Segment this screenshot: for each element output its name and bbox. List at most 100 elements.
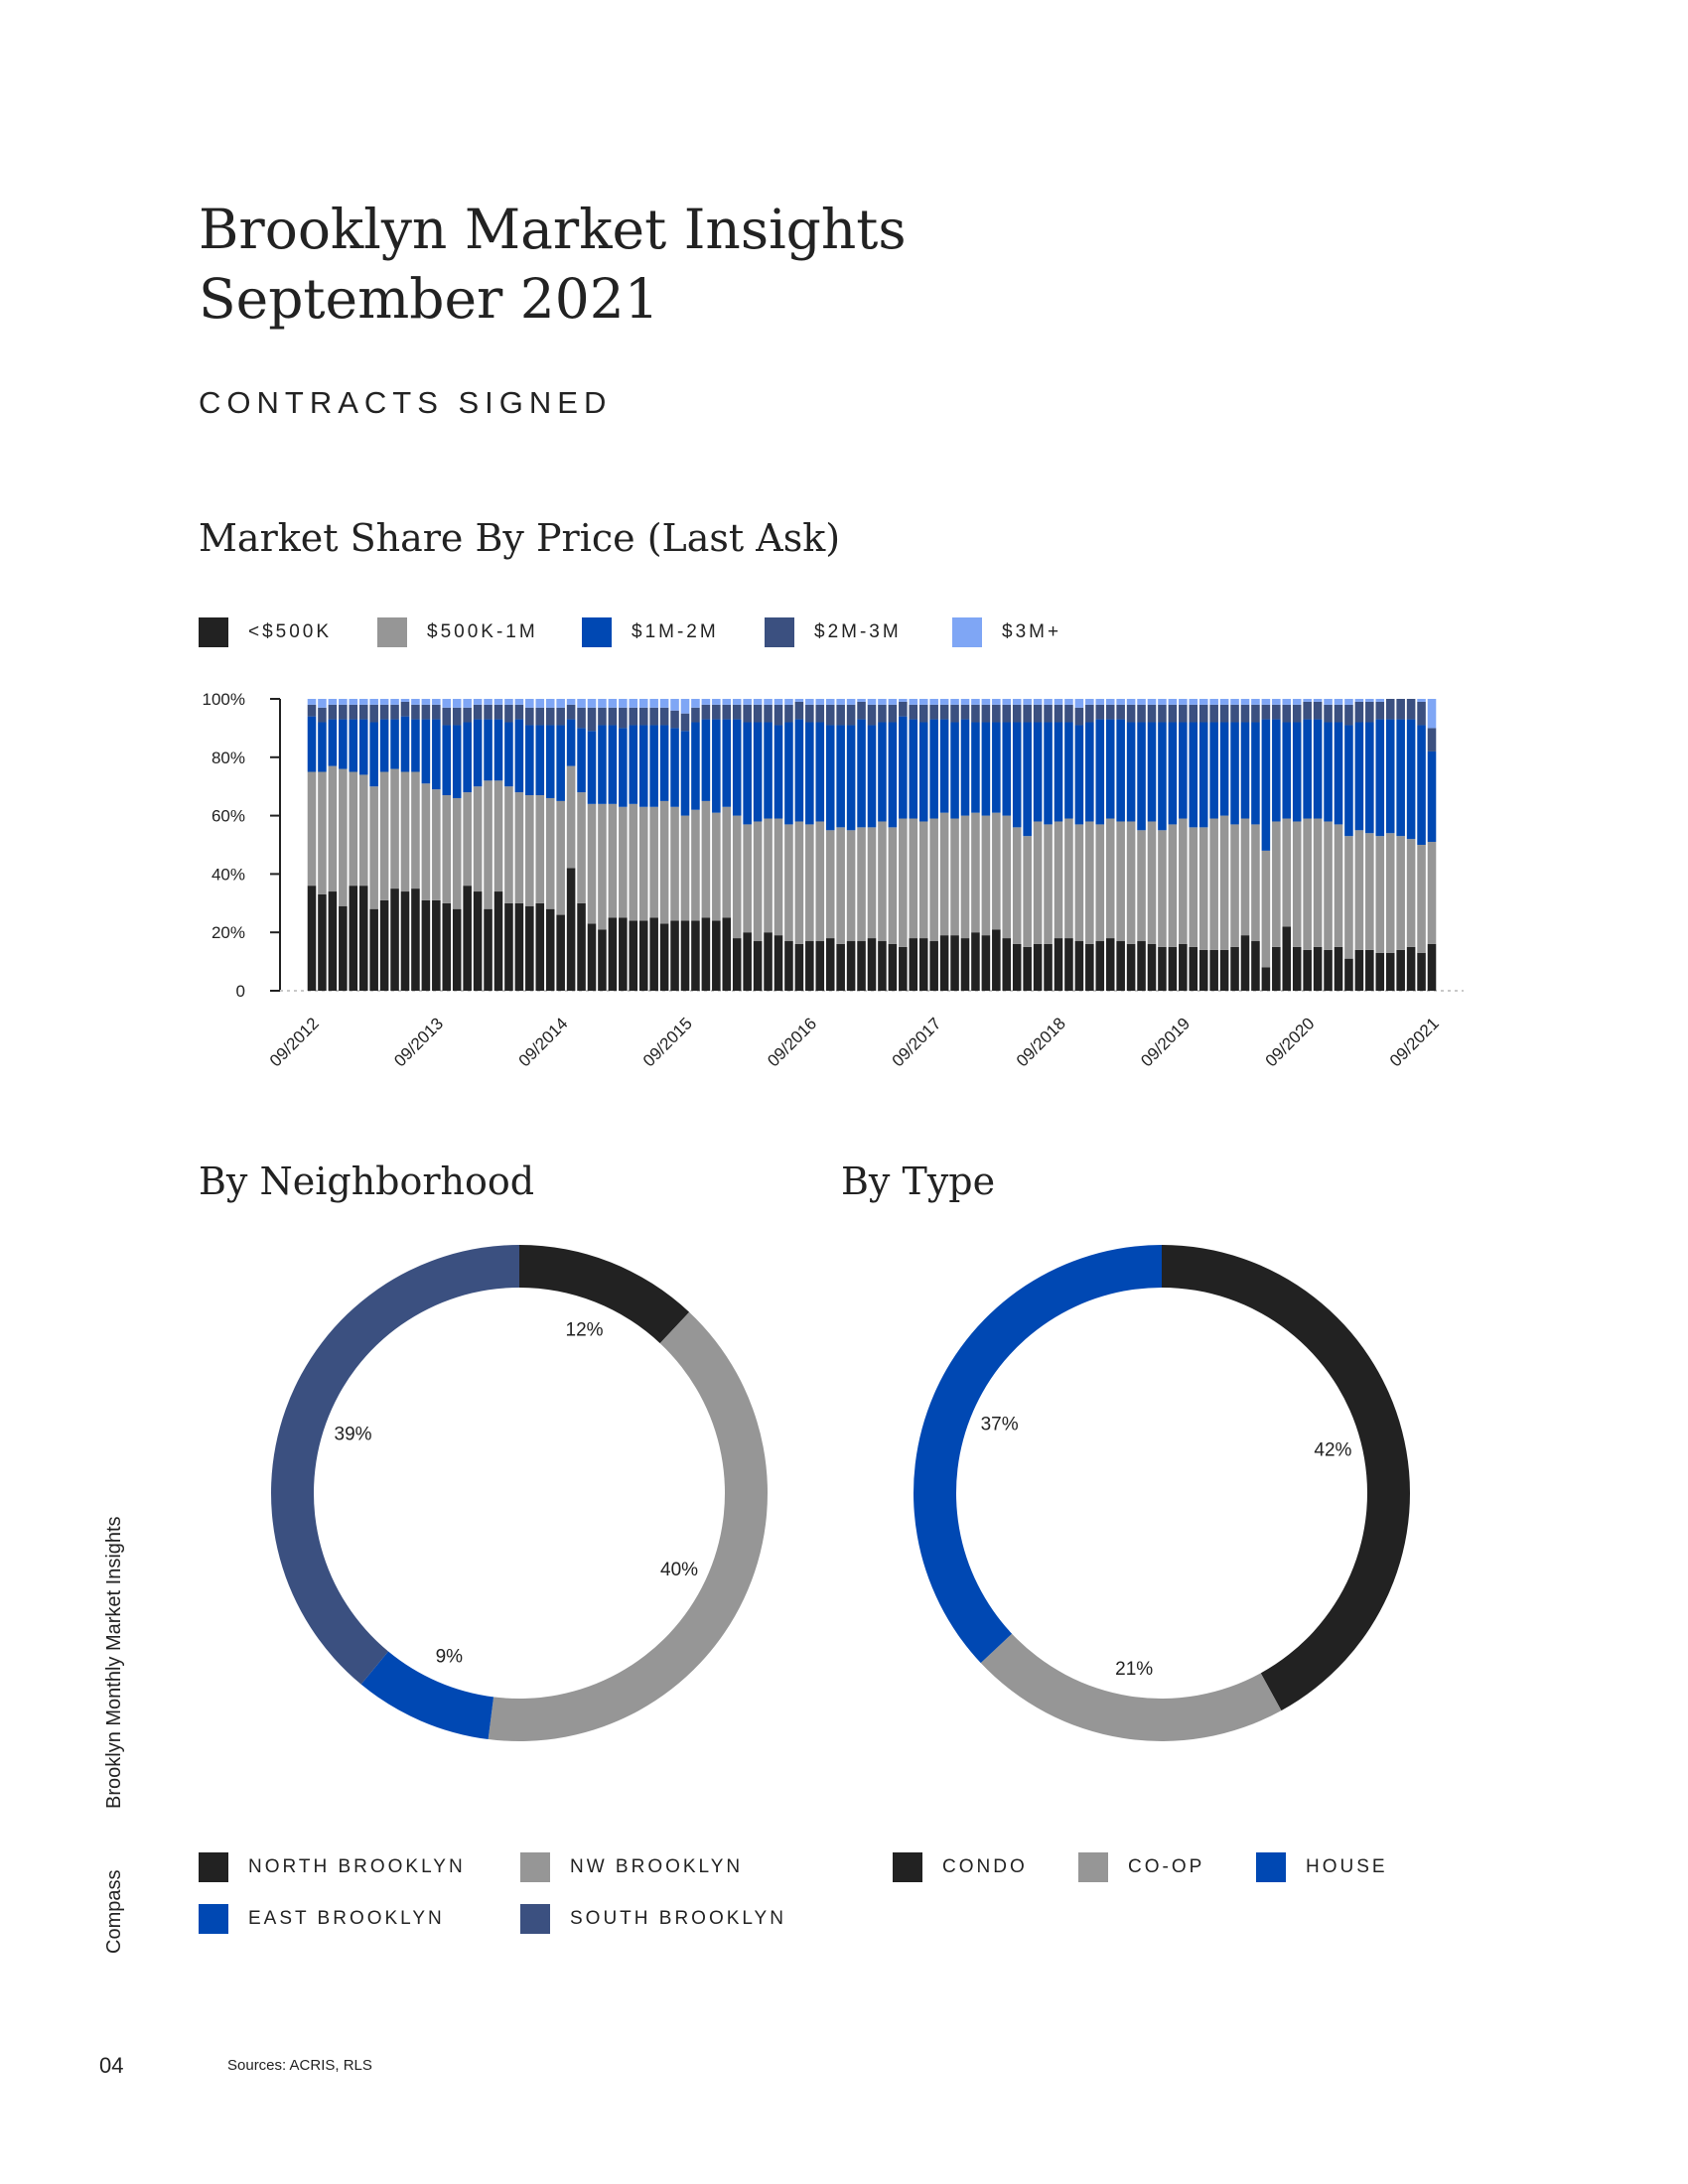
bar-segment xyxy=(857,701,866,720)
bar-segment xyxy=(1261,699,1271,705)
bar-segment xyxy=(1074,707,1084,726)
bar-segment xyxy=(950,722,959,819)
bar-segment xyxy=(307,886,317,991)
bar-segment xyxy=(1064,722,1073,819)
bar-segment xyxy=(1064,699,1073,705)
bar-segment xyxy=(545,908,555,991)
bar-segment xyxy=(712,699,721,705)
bar-segment xyxy=(1033,821,1043,944)
bar-segment xyxy=(525,707,534,726)
bar-segment xyxy=(369,699,378,705)
bar-segment xyxy=(1012,943,1022,991)
bar-segment xyxy=(764,818,773,933)
bar-segment xyxy=(1292,704,1302,723)
bar-segment xyxy=(421,699,431,705)
bar-segment xyxy=(493,704,503,720)
bar-segment xyxy=(1313,946,1323,991)
bar-segment xyxy=(339,719,348,769)
legend-swatch xyxy=(199,617,228,647)
bar-segment xyxy=(1406,699,1416,720)
bar-segment xyxy=(680,731,690,816)
bar-segment xyxy=(929,699,938,705)
bar-segment xyxy=(670,728,679,807)
x-tick-label: 09/2015 xyxy=(639,1014,696,1070)
donut-slice-label: 42% xyxy=(1314,1440,1351,1461)
bar-segment xyxy=(1095,824,1105,942)
bar-segment xyxy=(888,827,898,944)
bar-segment xyxy=(421,899,431,991)
brand-vertical: Compass xyxy=(103,1869,125,1954)
bar-segment xyxy=(1116,719,1125,822)
bar-segment xyxy=(1168,699,1178,705)
page-number: 04 xyxy=(99,2053,124,2078)
bar-segment xyxy=(1303,949,1312,991)
bar-segment xyxy=(649,699,658,708)
bar-segment xyxy=(732,704,742,720)
bar-segment xyxy=(857,827,866,942)
bar-segment xyxy=(753,722,763,822)
bar-segment xyxy=(846,941,856,991)
bar-segment xyxy=(764,699,773,705)
bar-segment xyxy=(390,888,399,991)
bar-segment xyxy=(328,704,338,720)
legend-item-1m-2m: $1M-2M xyxy=(582,617,765,647)
bar-segment xyxy=(1272,946,1281,991)
bar-segment xyxy=(1354,699,1364,702)
bar-segment xyxy=(463,722,472,793)
bar-segment xyxy=(805,722,814,825)
bar-segment xyxy=(598,929,607,991)
bar-segment xyxy=(867,699,877,705)
bar-segment xyxy=(753,941,763,991)
bar-segment xyxy=(836,943,845,991)
bar-segment xyxy=(1023,704,1032,723)
bar-segment xyxy=(1147,704,1157,723)
bar-segment xyxy=(670,699,679,711)
bar-segment xyxy=(473,719,483,787)
bar-chart-legend: <$500K $500K-1M $1M-2M $2M-3M $3M+ xyxy=(199,617,1091,647)
bar-segment xyxy=(1105,719,1115,819)
legend-item-2m-3m: $2M-3M xyxy=(765,617,952,647)
bar-segment xyxy=(960,699,970,705)
bar-segment xyxy=(939,935,949,991)
bar-segment xyxy=(764,932,773,991)
bar-segment xyxy=(598,699,607,708)
y-tick-label: 0 xyxy=(236,982,245,1001)
bar-segment xyxy=(1137,830,1146,942)
bar-segment xyxy=(1375,836,1385,953)
bar-segment xyxy=(1344,704,1353,726)
bar-segment xyxy=(867,827,877,939)
bar-segment xyxy=(339,704,348,720)
bar-segment xyxy=(1230,722,1239,825)
bar-segment xyxy=(846,725,856,831)
bar-segment xyxy=(691,699,700,708)
bar-segment xyxy=(1012,699,1022,705)
bar-segment xyxy=(1344,958,1353,991)
bar-segment xyxy=(608,917,618,991)
x-tick-label: 09/2020 xyxy=(1262,1014,1319,1070)
bar-segment xyxy=(390,704,399,720)
bar-segment xyxy=(899,818,908,947)
bar-segment xyxy=(939,699,949,705)
bar-segment xyxy=(473,704,483,720)
legend-item-condo: CONDO xyxy=(893,1852,1078,1882)
bar-segment xyxy=(1158,830,1167,947)
bar-segment xyxy=(825,699,835,705)
bar-segment xyxy=(514,704,524,720)
legend-swatch xyxy=(765,617,794,647)
bar-segment xyxy=(1002,815,1012,939)
bar-segment xyxy=(825,938,835,991)
bar-segment xyxy=(701,699,711,705)
bar-segment xyxy=(794,701,804,720)
bar-segment xyxy=(1179,722,1188,819)
bar-segment xyxy=(1354,949,1364,991)
bar-segment xyxy=(411,771,420,889)
bar-segment xyxy=(1105,704,1115,720)
bar-segment xyxy=(349,886,358,991)
bar-segment xyxy=(473,891,483,991)
legend-swatch xyxy=(582,617,612,647)
bar-segment xyxy=(1344,725,1353,837)
bar-segment xyxy=(784,722,793,825)
type-legend-row: CONDO CO-OP HOUSE xyxy=(893,1852,1388,1882)
bar-segment xyxy=(307,771,317,887)
bar-segment xyxy=(1251,722,1260,825)
